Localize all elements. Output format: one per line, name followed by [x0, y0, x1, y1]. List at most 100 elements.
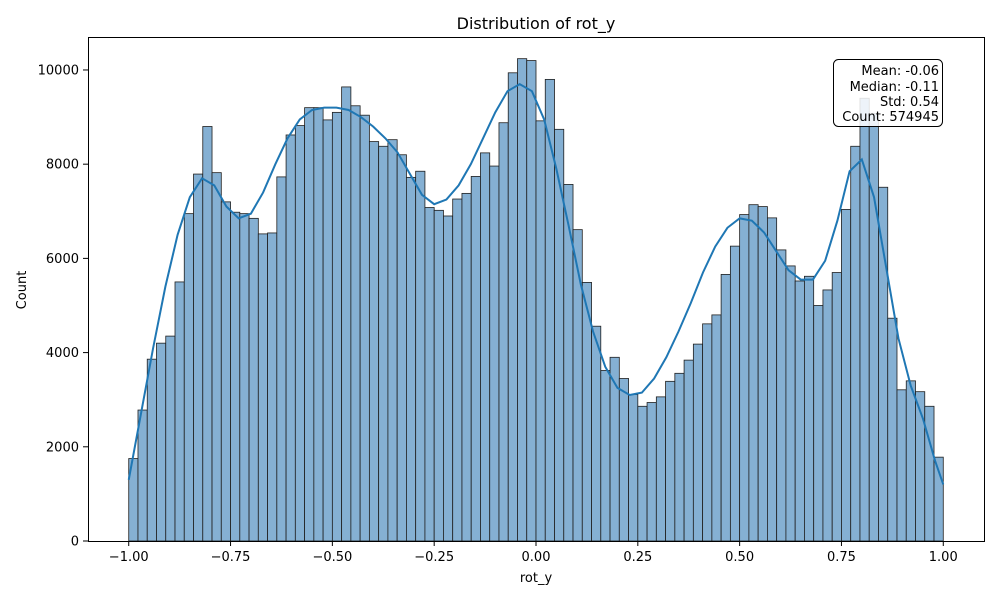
y-tick-label: 0 — [71, 535, 79, 550]
histogram-bar — [841, 208, 852, 542]
histogram-bar — [702, 323, 713, 542]
y-axis: 0 2000 4000 6000 8000 10000 — [38, 63, 88, 550]
histogram-bar — [304, 107, 315, 542]
histogram-bar — [331, 111, 343, 542]
histogram-bar — [831, 272, 842, 542]
y-tick-label: 6000 — [46, 252, 79, 267]
histogram-bar — [378, 145, 389, 542]
histogram-bar — [146, 358, 157, 542]
histogram-bar — [739, 214, 750, 542]
histogram-bar — [776, 249, 787, 542]
x-tick-label: −0.50 — [312, 550, 352, 565]
histogram-bar — [655, 396, 666, 542]
histogram-bar — [322, 119, 333, 542]
stat-count: Count: 574945 — [842, 110, 939, 125]
histogram-bar — [396, 154, 407, 542]
histogram-bar — [887, 317, 898, 542]
histogram-bar — [822, 289, 833, 542]
x-tick-label: 0.00 — [522, 550, 551, 565]
histogram-bar — [785, 265, 796, 542]
stats-box-frame — [833, 59, 943, 127]
histogram-bar — [480, 152, 491, 542]
histogram-bar — [257, 233, 268, 542]
histogram-bar — [794, 280, 805, 542]
histogram-bar — [183, 213, 194, 542]
x-tick-label: 0.25 — [623, 550, 652, 565]
x-tick-label: −0.25 — [414, 550, 454, 565]
histogram-bar — [341, 86, 352, 542]
histogram-bar — [276, 176, 287, 542]
histogram-bar — [554, 128, 565, 542]
histogram-bar — [406, 176, 417, 542]
x-tick-label: 0.50 — [725, 550, 754, 565]
stat-mean: Mean: -0.06 — [861, 64, 939, 79]
histogram-bar — [174, 281, 185, 542]
histogram-bar — [267, 232, 278, 542]
histogram-bar — [637, 405, 648, 542]
y-tick-label: 2000 — [46, 440, 79, 455]
histogram-bar — [193, 173, 204, 542]
histogram-bar — [729, 245, 741, 542]
histogram-bar — [424, 207, 435, 542]
x-axis: −1.00 −0.75 −0.50 −0.25 0.00 0.25 0.50 0.75 1.00 — [109, 541, 958, 565]
x-tick-label: −1.00 — [109, 550, 149, 565]
x-tick-label: 0.75 — [827, 550, 856, 565]
histogram-bar — [285, 134, 296, 542]
histogram-bar — [211, 172, 222, 542]
y-axis-label: Count — [15, 271, 30, 310]
histogram-bar — [202, 126, 213, 542]
y-tick-label: 8000 — [46, 158, 79, 173]
histogram-bar — [526, 60, 537, 542]
histogram-bar — [711, 314, 722, 542]
histogram-bar — [544, 78, 555, 542]
histogram-bar — [665, 380, 676, 542]
histogram-bar — [470, 176, 481, 542]
histogram-bar — [350, 105, 361, 542]
histogram-bar — [239, 213, 250, 542]
histogram-bar — [628, 394, 639, 542]
histogram-bar — [498, 122, 509, 542]
histogram-bar — [878, 186, 889, 542]
histogram-bar — [443, 215, 454, 542]
histogram-bar — [489, 165, 500, 542]
histogram-bar — [915, 391, 926, 542]
histogram-bar — [767, 217, 778, 542]
y-tick-label: 4000 — [46, 346, 79, 361]
histogram-bar — [461, 192, 472, 542]
y-tick-label: 10000 — [38, 63, 79, 78]
histogram-bar — [452, 198, 463, 542]
histogram-bar — [165, 335, 176, 542]
x-tick-label: −0.75 — [211, 550, 251, 565]
histogram-bar — [433, 209, 444, 542]
histogram-bar — [692, 343, 704, 542]
histogram-bar — [387, 139, 398, 542]
histogram-bar — [248, 217, 259, 542]
histogram-bar — [517, 58, 528, 542]
histogram-bar — [415, 170, 426, 542]
histogram-bar — [646, 402, 657, 542]
histogram-bar — [850, 145, 861, 542]
histogram-bar — [804, 275, 815, 542]
histogram-bar — [572, 229, 583, 542]
histogram-bar — [294, 125, 305, 542]
histogram-bar — [859, 97, 870, 542]
histogram-bar — [905, 380, 916, 542]
histogram-bar — [230, 211, 241, 542]
histogram-bar — [896, 389, 907, 542]
histogram-bar — [535, 120, 546, 542]
histogram-bar — [591, 325, 602, 542]
histogram-bars — [128, 58, 944, 542]
x-tick-label: 1.00 — [929, 550, 958, 565]
histogram-bar — [220, 201, 231, 542]
stat-std: Std: 0.54 — [880, 95, 939, 110]
histogram-bar — [813, 305, 824, 542]
stat-median: Median: -0.11 — [850, 80, 939, 95]
histogram-bar — [368, 141, 380, 542]
chart-title: Distribution of rot_y — [457, 14, 616, 34]
histogram-bar — [757, 206, 768, 542]
histogram-bar — [507, 72, 518, 542]
histogram-bar — [600, 370, 611, 542]
histogram-bar — [868, 112, 879, 542]
histogram-bar — [674, 372, 685, 542]
histogram-bar — [683, 359, 694, 542]
